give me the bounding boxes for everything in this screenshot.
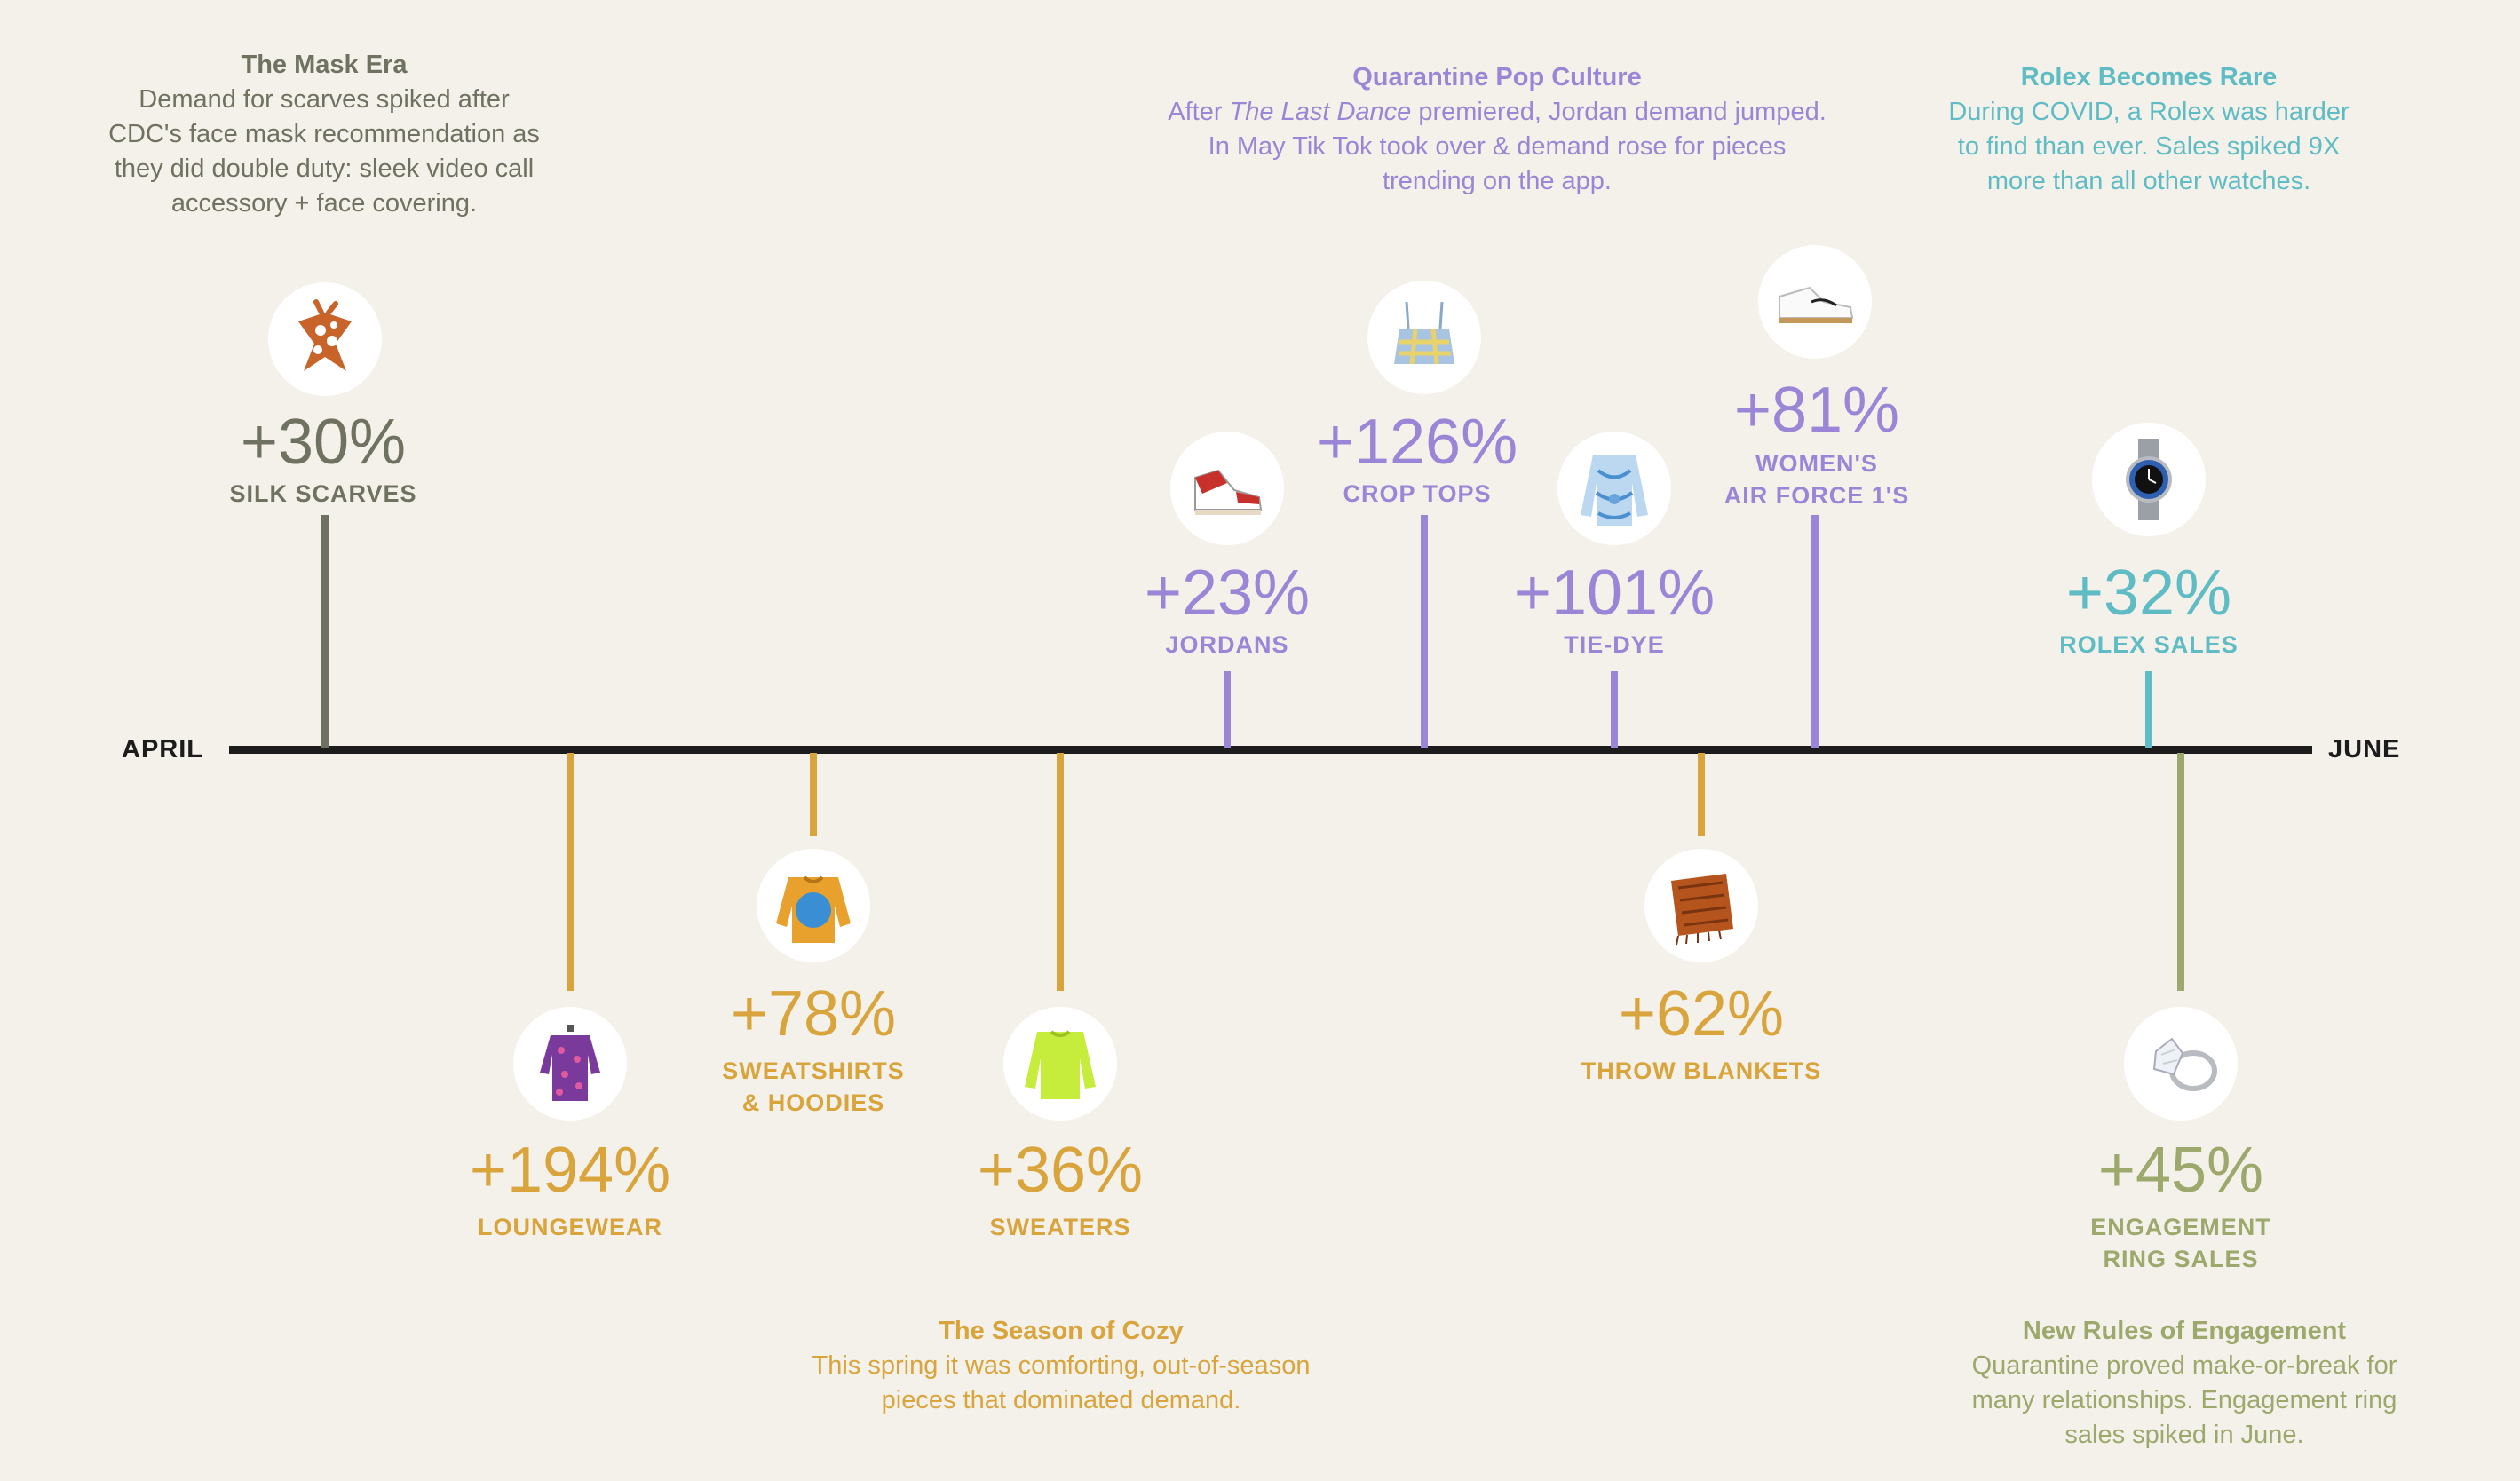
value-loungewear: +194% [469,1135,671,1206]
label-sweaters: SWEATERS [989,1214,1131,1240]
timeline-axis [229,746,2312,754]
note-line: many relationships. Engagement ring [1971,1386,2397,1414]
loungewear-icon [513,1007,627,1121]
label-line: & HOODIES [741,1089,885,1116]
note-engagement-rules: New Rules of Engagement Quarantine prove… [1900,1314,2468,1453]
value-crop-tops: +126% [1316,407,1518,478]
marker-stem [1057,753,1064,991]
note-season-cozy: The Season of Cozy This spring it was co… [728,1314,1394,1418]
note-line: During COVID, a Rolex was harder [1948,98,2350,126]
marker-stem [1421,515,1428,748]
marker-stem [1224,671,1231,748]
value-tie-dye: +101% [1513,558,1716,629]
axis-end-label: JUNE [2328,735,2401,764]
value-sweaters: +36% [977,1135,1144,1206]
label-line: AIR FORCE 1'S [1724,482,1910,509]
marker-stem [1811,515,1819,748]
note-text: After [1168,98,1230,126]
marker-stem [1698,753,1705,836]
label-line: SWEATSHIRTS [722,1057,905,1084]
note-pop-culture: Quarantine Pop Culture After The Last Da… [1098,60,1897,199]
note-line: they did double duty: sleek video call [114,154,535,183]
label-sweatshirts: SWEATSHIRTS & HOODIES [627,1055,1000,1119]
marker-stem [2145,671,2152,748]
label-jordans: JORDANS [1165,631,1289,658]
label-throw-blankets: THROW BLANKETS [1581,1057,1822,1084]
label-tie-dye: TIE-DYE [1564,631,1665,658]
note-line: This spring it was comforting, out-of-se… [812,1351,1311,1380]
note-line: Demand for scarves spiked after [139,85,510,114]
value-throw-blankets: +62% [1618,978,1785,1049]
label-air-force: WOMEN'S AIR FORCE 1'S [1630,447,2003,511]
label-rolex: ROLEX SALES [2059,631,2239,658]
label-line: RING SALES [2103,1246,2259,1272]
crop-top-icon [1367,281,1481,394]
value-air-force: +81% [1733,375,1900,446]
note-text: premiered, Jordan demand jumped. [1411,98,1827,126]
note-mask-era: The Mask Era Demand for scarves spiked a… [73,48,575,221]
note-line: CDC's face mask recommendation as [108,120,540,148]
label-crop-tops: CROP TOPS [1343,480,1492,507]
value-rolex: +32% [2065,558,2232,629]
note-title: Quarantine Pop Culture [1352,63,1642,91]
value-engagement: +45% [2097,1135,2264,1206]
note-italic-title: The Last Dance [1229,98,1412,126]
note-line: more than all other watches. [1986,167,2311,195]
note-line: accessory + face covering. [170,189,478,218]
value-jordans: +23% [1144,558,1311,629]
axis-start-label: APRIL [122,735,203,764]
blanket-icon [1644,849,1758,962]
label-engagement: ENGAGEMENT RING SALES [1994,1211,2367,1275]
sweater-icon [1003,1007,1117,1121]
note-line: After The Last Dance premiered, Jordan d… [1098,95,1897,130]
label-silk-scarves: SILK SCARVES [229,480,417,507]
silk-scarf-icon [268,282,382,396]
note-line: In May Tik Tok took over & demand rose f… [1208,132,1787,161]
label-line: ENGAGEMENT [2090,1214,2271,1240]
note-line: trending on the app. [1383,167,1612,195]
marker-stem [567,753,574,991]
note-line: sales spiked in June. [2064,1421,2304,1449]
marker-stem [2177,753,2184,991]
note-title: New Rules of Engagement [2022,1317,2347,1345]
white-sneaker-icon [1758,245,1872,359]
marker-stem [1611,671,1618,748]
note-title: Rolex Becomes Rare [2020,63,2278,91]
label-loungewear: LOUNGEWEAR [478,1214,662,1240]
note-line: Quarantine proved make-or-break for [1971,1351,2397,1380]
note-line: to find than ever. Sales spiked 9X [1957,132,2341,161]
watch-icon [2092,423,2206,536]
note-rolex-rare: Rolex Becomes Rare During COVID, a Rolex… [1900,60,2397,199]
note-line: pieces that dominated demand. [881,1386,1241,1414]
marker-stem [321,515,329,748]
ring-icon [2124,1007,2238,1121]
value-silk-scarves: +30% [240,407,407,478]
label-line: WOMEN'S [1755,450,1878,477]
marker-stem [810,753,817,836]
tie-dye-shirt-icon [1557,432,1671,545]
note-title: The Mask Era [241,51,408,79]
sneaker-icon [1170,432,1284,545]
note-title: The Season of Cozy [939,1317,1184,1345]
sweatshirt-icon [757,849,870,962]
value-sweatshirts: +78% [730,978,897,1049]
